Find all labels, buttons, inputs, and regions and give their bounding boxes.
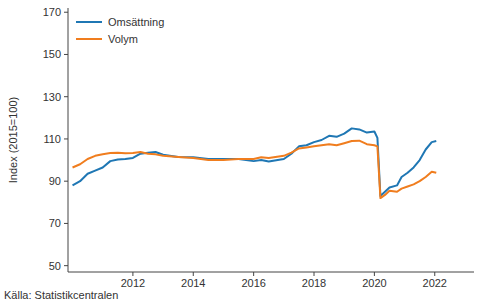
x-axis — [68, 272, 474, 273]
y-tick-label: 90 — [49, 175, 61, 187]
y-tick — [64, 12, 68, 13]
x-tick — [132, 272, 133, 276]
y-tick-label: 170 — [43, 6, 61, 18]
y-axis — [68, 8, 69, 272]
y-tick — [64, 265, 68, 266]
x-tick — [314, 272, 315, 276]
x-tick — [434, 272, 435, 276]
y-tick — [64, 138, 68, 139]
y-tick-label: 50 — [49, 260, 61, 272]
y-tick-label: 130 — [43, 91, 61, 103]
y-tick-label: 150 — [43, 48, 61, 60]
x-tick-label: 2018 — [302, 277, 326, 289]
y-tick — [64, 223, 68, 224]
x-tick — [253, 272, 254, 276]
legend-label: Omsättning — [108, 16, 164, 28]
x-tick-label: 2016 — [241, 277, 265, 289]
legend-swatch — [76, 38, 102, 40]
series-line — [73, 141, 437, 198]
x-tick-label: 2012 — [121, 277, 145, 289]
y-axis-title: Index (2015=100) — [7, 97, 19, 184]
x-tick-label: 2020 — [362, 277, 386, 289]
plot-area — [73, 128, 437, 198]
y-tick — [64, 181, 68, 182]
series-line — [73, 128, 437, 196]
y-tick-label: 110 — [43, 133, 61, 145]
x-tick — [374, 272, 375, 276]
legend-swatch — [76, 21, 102, 23]
x-tick-label: 2014 — [181, 277, 205, 289]
x-tick-label: 2022 — [423, 277, 447, 289]
y-tick-label: 70 — [49, 217, 61, 229]
chart: 50 70 90 110 130 150 170 2012 2014 2016 2018 2020 20… — [0, 0, 493, 304]
y-tick — [64, 54, 68, 55]
y-tick — [64, 96, 68, 97]
x-tick — [193, 272, 194, 276]
legend-label: Volym — [108, 33, 138, 45]
source: Källa: Statistikcentralen — [4, 289, 118, 301]
